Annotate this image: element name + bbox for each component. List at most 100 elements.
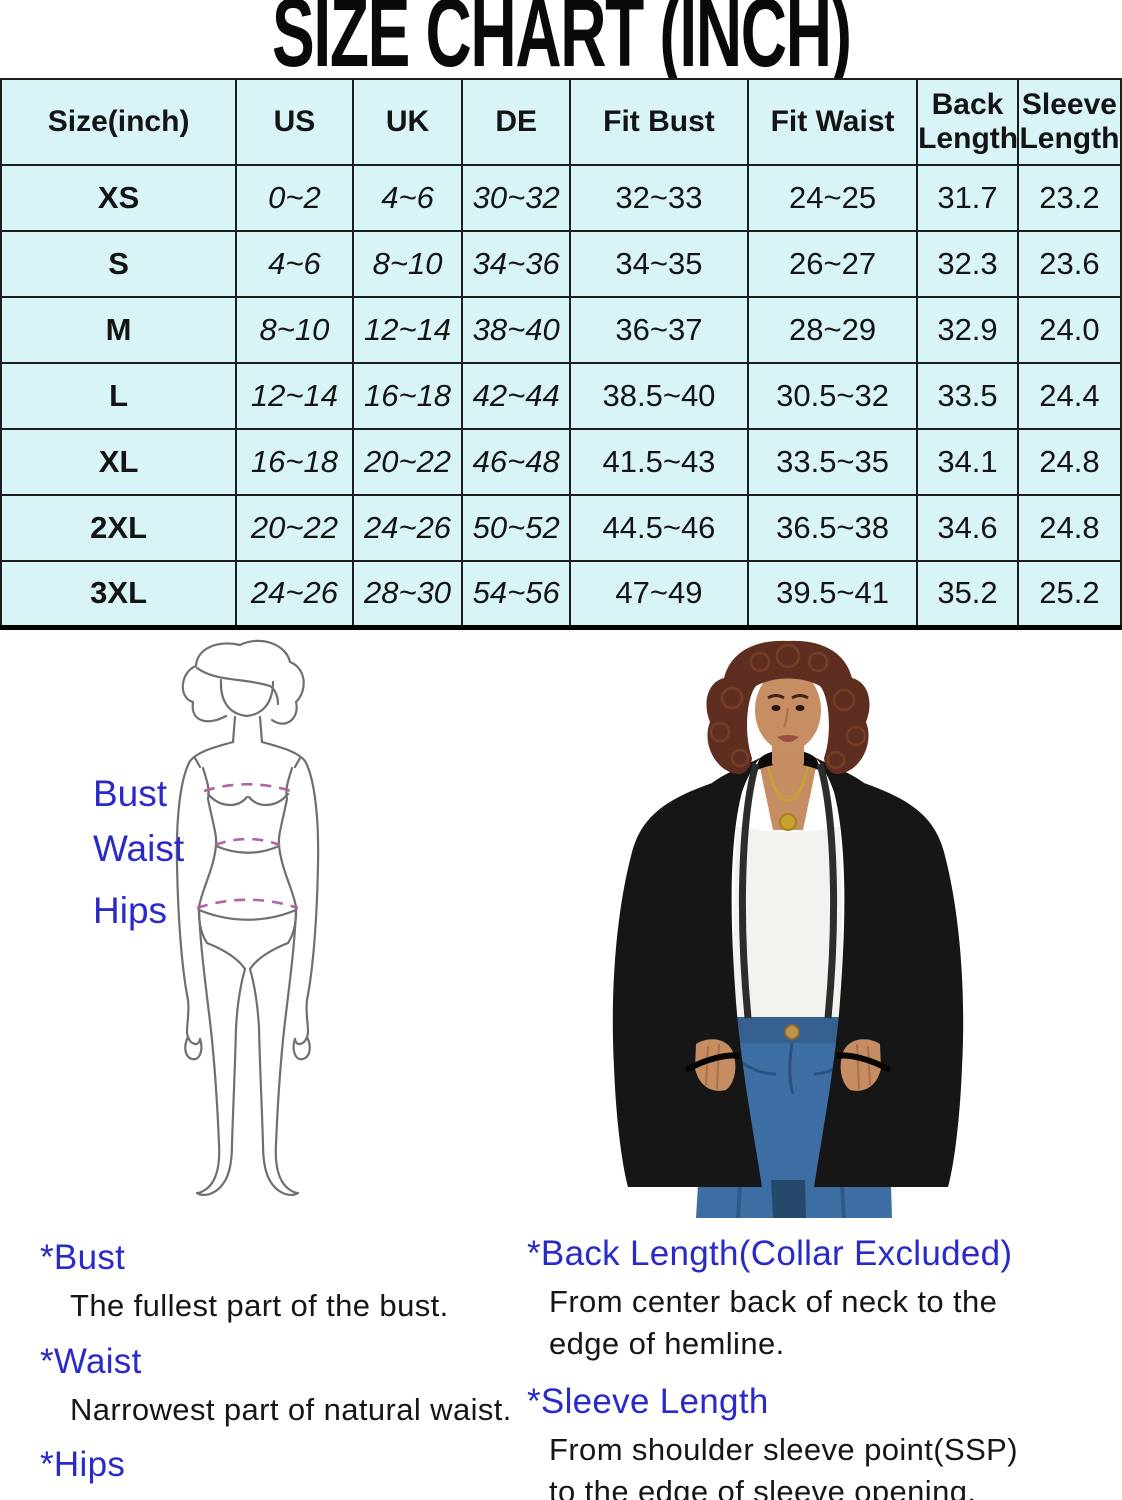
back-length-note-body: From center back of neck to the edge of … bbox=[549, 1284, 998, 1361]
waist-cell: 30.5~32 bbox=[746, 362, 919, 430]
us-cell: 12~14 bbox=[235, 362, 354, 430]
waist-cell: 28~29 bbox=[746, 296, 919, 364]
sleeve-cell: 24.0 bbox=[1016, 296, 1122, 364]
size-cell: M bbox=[0, 296, 238, 364]
model-photo bbox=[590, 640, 1060, 1219]
sleeve-cell: 23.2 bbox=[1016, 164, 1122, 232]
bust-cup-left bbox=[206, 792, 249, 806]
col-header-sleeve: Sleeve Length bbox=[1016, 78, 1122, 166]
size-cell: XL bbox=[0, 428, 238, 496]
jeans-fly-seam bbox=[788, 1042, 795, 1095]
waist-cell: 39.5~41 bbox=[746, 560, 919, 628]
pocket-opening-left bbox=[684, 1052, 741, 1073]
left-hand-fingers bbox=[705, 1043, 720, 1090]
shoulder-straps bbox=[193, 756, 302, 769]
left-hand bbox=[695, 1039, 736, 1091]
col-header-waist: Fit Waist bbox=[746, 78, 919, 166]
left-eye bbox=[771, 705, 781, 711]
body-measurement-diagram: Bust Waist Hips bbox=[40, 638, 480, 1200]
bust-cell: 34~35 bbox=[568, 230, 750, 298]
de-cell: 30~32 bbox=[461, 164, 571, 232]
table-row: XS 0~2 4~6 30~32 32~33 24~25 31.7 23.2 bbox=[0, 164, 1122, 232]
diagram-labels: Bust Waist Hips bbox=[93, 773, 185, 931]
white-top bbox=[732, 826, 844, 1022]
hips-note-heading: *Hips bbox=[40, 1445, 126, 1485]
hips-label: Hips bbox=[93, 890, 167, 931]
jeans-leg-gap bbox=[771, 1180, 806, 1218]
chest-skin bbox=[758, 758, 818, 830]
col-header-uk: UK bbox=[351, 78, 464, 166]
right-foot bbox=[267, 1177, 300, 1196]
size-table: Size(inch) US UK DE Fit Bust Fit Waist B… bbox=[0, 78, 1122, 630]
measurement-notes-left: *Bust The fullest part of the bust. *Wai… bbox=[40, 1238, 518, 1500]
de-cell: 54~56 bbox=[461, 560, 571, 628]
uk-cell: 16~18 bbox=[351, 362, 464, 430]
bust-cell: 36~37 bbox=[568, 296, 750, 364]
cardigan-lapel-right bbox=[816, 763, 838, 1019]
waist-cell: 24~25 bbox=[746, 164, 919, 232]
back-length-note-heading: *Back Length(Collar Excluded) bbox=[527, 1234, 1013, 1273]
de-cell: 50~52 bbox=[461, 494, 571, 562]
hair-outline bbox=[181, 639, 305, 725]
back-cell: 35.2 bbox=[916, 560, 1019, 628]
model-illustration bbox=[612, 640, 964, 1219]
waist-note-heading: *Waist bbox=[40, 1341, 142, 1381]
page-title: SIZE CHART (INCH) bbox=[0, 0, 1122, 81]
neck-right bbox=[258, 715, 264, 744]
uk-cell: 24~26 bbox=[351, 494, 464, 562]
left-leg-inner bbox=[224, 1026, 238, 1181]
table-row: 3XL 24~26 28~30 54~56 47~49 39.5~41 35.2… bbox=[0, 560, 1122, 628]
waist-curve bbox=[214, 844, 281, 854]
table-header-row: Size(inch) US UK DE Fit Bust Fit Waist B… bbox=[0, 78, 1122, 166]
right-eye bbox=[795, 705, 805, 711]
bust-cell: 44.5~46 bbox=[568, 494, 750, 562]
col-header-size: Size(inch) bbox=[0, 78, 238, 166]
bust-cup-right bbox=[247, 792, 290, 806]
body-outline-figure: Bust Waist Hips bbox=[93, 639, 320, 1196]
nose bbox=[783, 707, 789, 728]
waist-label: Waist bbox=[93, 828, 185, 869]
size-cell: S bbox=[0, 230, 238, 298]
back-cell: 33.5 bbox=[916, 362, 1019, 430]
de-cell: 42~44 bbox=[461, 362, 571, 430]
col-header-bust: Fit Bust bbox=[568, 78, 750, 166]
measurement-lines bbox=[196, 782, 299, 910]
bust-note-heading: *Bust bbox=[40, 1238, 126, 1277]
waist-cell: 33.5~35 bbox=[746, 428, 919, 496]
back-cell: 31.7 bbox=[916, 164, 1019, 232]
pocket-opening-right bbox=[835, 1052, 892, 1073]
uk-cell: 8~10 bbox=[351, 230, 464, 298]
table-row: L 12~14 16~18 42~44 38.5~40 30.5~32 33.5… bbox=[0, 362, 1122, 430]
col-header-us: US bbox=[235, 78, 354, 166]
us-cell: 20~22 bbox=[235, 494, 354, 562]
us-cell: 16~18 bbox=[235, 428, 354, 496]
face-outline bbox=[219, 678, 275, 718]
right-hand bbox=[840, 1039, 881, 1091]
sleeve-cell: 25.2 bbox=[1016, 560, 1122, 628]
waist-cell: 36.5~38 bbox=[746, 494, 919, 562]
cardigan-lapel-left bbox=[738, 763, 760, 1019]
hips-curve bbox=[197, 908, 298, 921]
size-cell: 2XL bbox=[0, 494, 238, 562]
right-hand bbox=[292, 1035, 311, 1061]
hips-measure-line bbox=[196, 898, 299, 910]
left-foot bbox=[195, 1177, 228, 1196]
uk-cell: 20~22 bbox=[351, 428, 464, 496]
back-cell: 32.3 bbox=[916, 230, 1019, 298]
back-cell: 34.6 bbox=[916, 494, 1019, 562]
col-header-back: Back Length bbox=[916, 78, 1019, 166]
uk-cell: 4~6 bbox=[351, 164, 464, 232]
table-row: M 8~10 12~14 38~40 36~37 28~29 32.9 24.0 bbox=[0, 296, 1122, 364]
de-cell: 34~36 bbox=[461, 230, 571, 298]
bust-label: Bust bbox=[93, 773, 168, 814]
uk-cell: 28~30 bbox=[351, 560, 464, 628]
bust-cell: 38.5~40 bbox=[568, 362, 750, 430]
table-row: S 4~6 8~10 34~36 34~35 26~27 32.3 23.6 bbox=[0, 230, 1122, 298]
waist-measure-line bbox=[214, 837, 281, 847]
jeans-button bbox=[784, 1024, 800, 1040]
hair-curls bbox=[709, 643, 867, 770]
us-cell: 8~10 bbox=[235, 296, 354, 364]
col-header-de: DE bbox=[461, 78, 571, 166]
back-cell: 32.9 bbox=[916, 296, 1019, 364]
